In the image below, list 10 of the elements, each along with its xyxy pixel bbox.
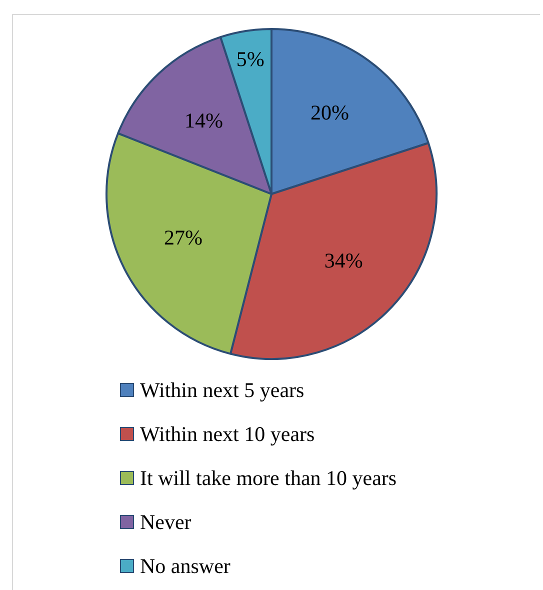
data-label: 14% [184,108,223,132]
data-label: 5% [236,46,264,71]
legend-label: No answer [140,554,230,578]
data-label: 27% [164,225,203,250]
legend-label: Never [140,510,192,534]
legend-label: Within next 5 years [140,378,304,402]
data-label: 34% [324,248,363,272]
legend-label: Within next 10 years [140,422,315,446]
legend-label: It will take more than 10 years [140,466,397,490]
data-label: 20% [310,100,349,124]
